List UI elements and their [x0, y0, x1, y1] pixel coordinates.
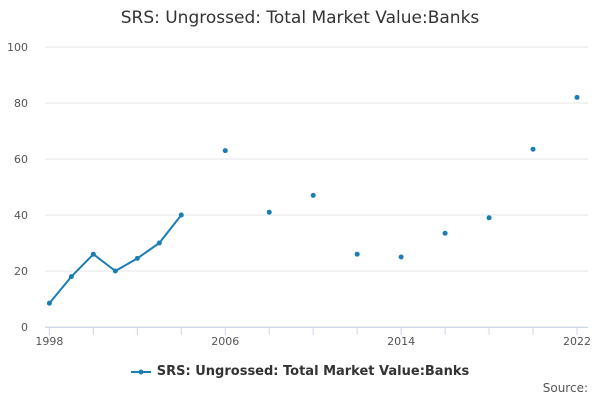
data-point[interactable]: [574, 94, 580, 100]
y-tick-label: 80: [14, 97, 28, 110]
data-point[interactable]: [530, 146, 536, 152]
chart-title: SRS: Ungrossed: Total Market Value:Banks: [120, 8, 480, 28]
data-point[interactable]: [68, 274, 74, 280]
y-axis: 0 20 40 60 80 100: [7, 41, 28, 334]
x-tick-label: 1998: [35, 335, 63, 348]
series-line: [48, 214, 183, 305]
y-tick-label: 100: [7, 41, 28, 54]
legend-item-1[interactable]: SRS: Ungrossed: Total Market Value:Banks: [130, 364, 470, 379]
x-tick-label: 2022: [563, 335, 591, 348]
series-lines: [48, 214, 183, 305]
x-tick-label: 2014: [387, 335, 415, 348]
x-tick-label: 2006: [211, 335, 239, 348]
legend-line-marker-icon: [130, 369, 151, 374]
data-point[interactable]: [442, 230, 448, 236]
series-points: [46, 94, 580, 306]
data-point[interactable]: [266, 209, 272, 215]
y-tick-label: 40: [14, 209, 28, 222]
data-point[interactable]: [178, 212, 184, 218]
data-point[interactable]: [90, 251, 96, 257]
data-point[interactable]: [398, 254, 404, 260]
grid-lines: [45, 46, 588, 328]
data-point[interactable]: [310, 192, 316, 198]
y-tick-label: 20: [14, 265, 28, 278]
legend-label: SRS: Ungrossed: Total Market Value:Banks: [156, 364, 470, 379]
y-tick-label: 0: [21, 321, 28, 334]
data-point[interactable]: [222, 148, 228, 154]
data-point[interactable]: [112, 268, 118, 274]
source-label: Source:: [542, 381, 588, 395]
data-point[interactable]: [354, 251, 360, 257]
data-point[interactable]: [134, 255, 140, 261]
x-axis: 1998 2006 2014 2022: [35, 327, 591, 348]
legend: SRS: Ungrossed: Total Market Value:Banks: [0, 364, 600, 380]
data-point[interactable]: [156, 240, 162, 246]
y-tick-label: 60: [14, 153, 28, 166]
data-point[interactable]: [46, 300, 52, 306]
data-point[interactable]: [486, 215, 492, 221]
